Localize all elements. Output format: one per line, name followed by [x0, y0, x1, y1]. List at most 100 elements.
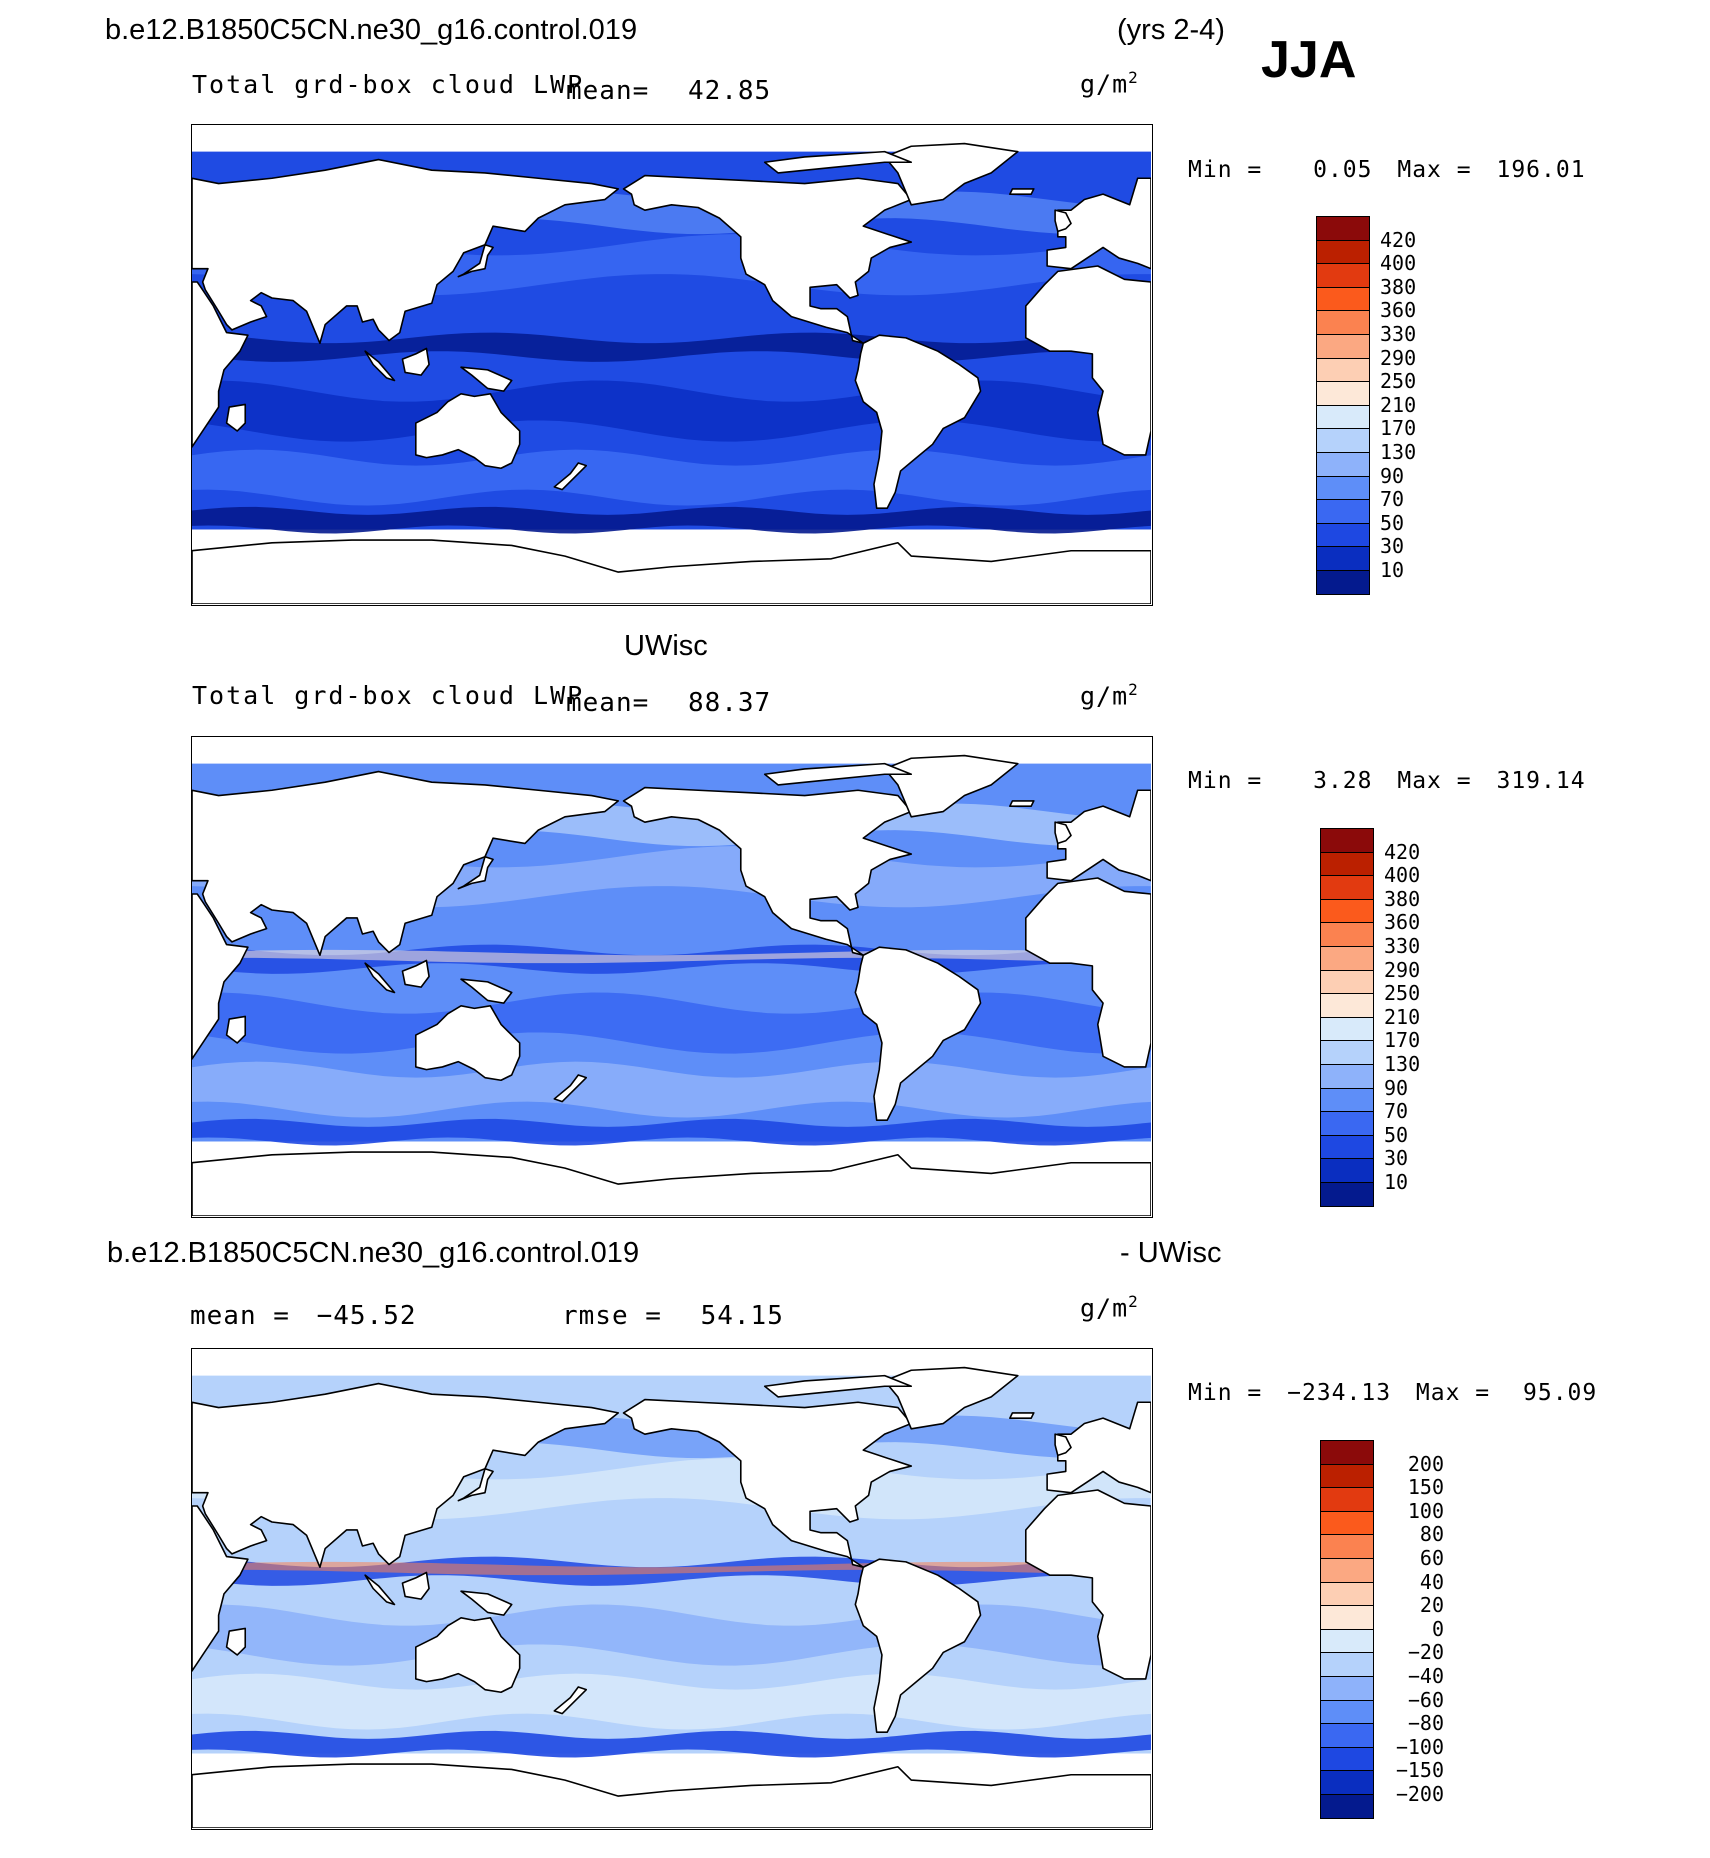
continent-outline: [1009, 188, 1035, 195]
colorbar-tick-label: −60: [1407, 1687, 1444, 1712]
colorbar-swatch: [1320, 969, 1374, 995]
continent-outline: [1054, 1433, 1072, 1457]
colorbar-tick-label: −20: [1407, 1640, 1444, 1665]
colorbar-tick-label: 420: [1384, 839, 1421, 864]
continent-outline: [1054, 209, 1072, 233]
colorbar-swatch: [1316, 334, 1370, 359]
colorbar-swatch: [1316, 428, 1370, 453]
colorbar-tick-label: 330: [1380, 322, 1417, 346]
colorbar-tick-label: 60: [1419, 1546, 1444, 1570]
colorbar-tick-label: 40: [1419, 1569, 1444, 1594]
colorbar-swatch: [1316, 452, 1370, 477]
continent-outline: [854, 334, 982, 509]
colorbar-tick-label: 380: [1380, 274, 1417, 299]
colorbar-swatch: [1320, 922, 1374, 947]
panel1-units-exp: 2: [1128, 68, 1139, 87]
continent-outline: [364, 962, 396, 994]
panel3-min-label: Min =: [1188, 1380, 1263, 1406]
colorbar-swatch: [1320, 1746, 1374, 1772]
colorbar-tick-label: 100: [1407, 1498, 1444, 1523]
continent-outline: [364, 350, 396, 382]
colorbar-swatch: [1320, 1064, 1374, 1089]
colorbar-swatch: [1316, 310, 1370, 335]
panel3-max-label: Max =: [1415, 1380, 1491, 1406]
continent-outline: [415, 1005, 521, 1082]
colorbar-tick-label: 250: [1380, 369, 1417, 394]
colorbar-tick-label: −80: [1407, 1711, 1444, 1736]
panel1-mean-value: 42.85: [687, 76, 772, 106]
colorbar-swatch: [1320, 1016, 1374, 1042]
continent-outline: [854, 1558, 982, 1733]
continent-outline: [883, 1366, 1019, 1430]
panel3-rmse: rmse = 54.15: [562, 1301, 784, 1331]
colorbar-swatch: [1316, 263, 1370, 288]
colorbar-swatch: [1320, 1723, 1374, 1748]
colorbar-tick-label: 130: [1380, 440, 1417, 464]
panel3-mean-value: −45.52: [316, 1301, 417, 1331]
continent-outline: [1009, 1412, 1035, 1419]
colorbar-tick-label: 200: [1407, 1451, 1444, 1476]
colorbar-tick-label: 360: [1384, 910, 1421, 935]
panel2-units-exp: 2: [1128, 680, 1139, 699]
season-label: JJA: [1261, 31, 1357, 89]
colorbar-swatch: [1320, 875, 1374, 900]
continent-outline: [763, 762, 913, 786]
colorbar-swatch: [1320, 898, 1374, 924]
colorbar-tick-label: 10: [1384, 1170, 1409, 1194]
colorbar-swatch: [1320, 1158, 1374, 1183]
colorbar-tick-label: 30: [1380, 534, 1405, 559]
colorbar-tick-label: 80: [1419, 1522, 1444, 1547]
panel2-map: [191, 736, 1153, 1218]
southern-edge-band: [192, 1118, 1151, 1146]
panel3-units-base: g/m: [1080, 1293, 1129, 1323]
model-map-svg: [192, 142, 1151, 604]
panel3-mean: mean = −45.52: [190, 1301, 417, 1331]
continent-outline: [1054, 821, 1072, 845]
colorbar-tick-label: 0: [1431, 1616, 1444, 1641]
storm-track-band: [192, 1061, 1151, 1118]
panel2-title: UWisc: [624, 630, 708, 662]
colorbar-tick-label: 170: [1384, 1028, 1421, 1053]
continent-outline: [192, 1382, 620, 1569]
continent-outline: [460, 978, 513, 1004]
panel3-minmax: Min = −234.13 Max = 95.09: [1188, 1380, 1597, 1406]
continent-outline: [763, 150, 913, 174]
panel3-rmse-label: rmse =: [562, 1301, 662, 1331]
panel1-minmax: Min = 0.05 Max = 196.01: [1188, 157, 1586, 183]
continent-outline: [460, 366, 513, 392]
continent-outline: [401, 1571, 430, 1600]
panel2-mean: mean= 88.37: [566, 688, 771, 718]
panel3-map: [191, 1348, 1153, 1830]
colorbar-swatch: [1320, 1770, 1374, 1795]
colorbar-swatch: [1320, 1111, 1374, 1136]
colorbar-swatch: [1316, 499, 1370, 524]
colorbar-swatch: [1316, 381, 1370, 406]
colorbar-swatch: [1320, 1534, 1374, 1559]
colorbar-tick-label: 50: [1384, 1122, 1409, 1147]
colorbar-tick-label: 130: [1384, 1052, 1421, 1076]
continent-outline: [415, 1617, 521, 1694]
continent-outline: [192, 158, 620, 345]
colorbar-tick-label: 50: [1380, 510, 1405, 535]
panel1-map: [191, 124, 1153, 606]
continent-outline: [192, 1763, 1151, 1828]
panel3-min-value: −234.13: [1287, 1380, 1392, 1406]
panel2-mean-value: 88.37: [687, 688, 772, 718]
colorbar-swatch: [1316, 522, 1370, 548]
colorbar-swatch: [1316, 357, 1370, 383]
colorbar-tick-label: −100: [1395, 1734, 1444, 1759]
continent-outline: [192, 539, 1151, 604]
panel1-max-label: Max =: [1397, 157, 1472, 183]
continent-outline: [883, 754, 1019, 818]
panel1-max-value: 196.01: [1496, 157, 1586, 183]
continent-outline: [1024, 1489, 1151, 1680]
panel2-mean-label: mean=: [566, 688, 650, 718]
continent-outline: [401, 347, 430, 376]
colorbar-tick-label: 210: [1380, 392, 1417, 417]
panel2-minmax: Min = 3.28 Max = 319.14: [1188, 768, 1586, 794]
colorbar-tick-label: −150: [1395, 1758, 1444, 1783]
panel2-units: g/m2: [1080, 680, 1139, 710]
colorbar-swatch: [1320, 1040, 1374, 1065]
storm-track-band: [192, 1673, 1151, 1730]
panel3-max-value: 95.09: [1523, 1380, 1598, 1406]
